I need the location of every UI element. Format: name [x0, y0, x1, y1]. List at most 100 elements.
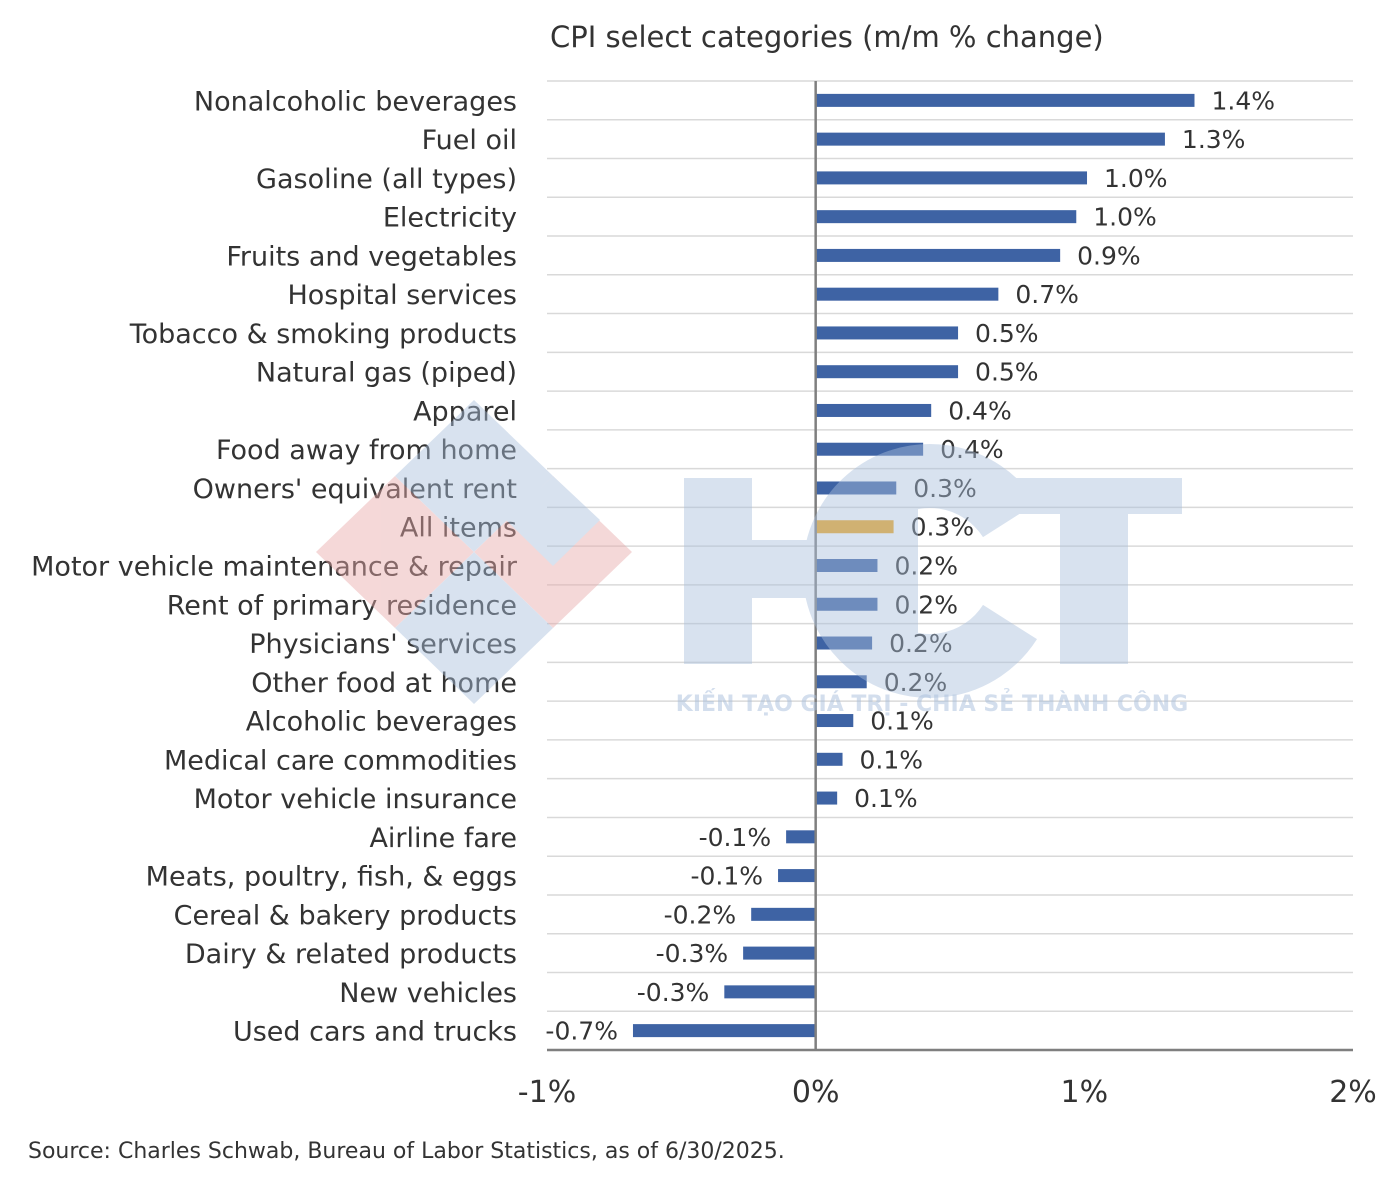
bar — [815, 326, 959, 340]
data-label: 0.5% — [975, 358, 1039, 387]
category-label: Motor vehicle insurance — [194, 784, 517, 815]
category-label: Meats, poultry, fish, & eggs — [146, 862, 517, 893]
watermark-letter-h-bar — [752, 540, 850, 598]
bar — [815, 636, 873, 650]
data-label: 0.3% — [913, 474, 977, 503]
watermark-letter-h-left — [684, 478, 752, 664]
watermark-red-diamond-left — [316, 476, 474, 628]
x-tick-label: 1% — [1061, 1075, 1109, 1110]
data-label: 0.9% — [1077, 241, 1141, 270]
bar — [815, 287, 999, 301]
category-label: Used cars and trucks — [233, 1017, 517, 1048]
category-label: Fuel oil — [422, 125, 517, 156]
x-tick-label: -1% — [518, 1075, 576, 1110]
bar — [786, 830, 816, 844]
watermark-letter-t-top — [1010, 478, 1182, 514]
category-label: Rent of primary residence — [167, 590, 517, 621]
data-label: -0.1% — [691, 862, 764, 891]
chart-title: CPI select categories (m/m % change) — [550, 20, 1104, 54]
data-label: 1.0% — [1093, 203, 1157, 232]
bar — [815, 675, 867, 689]
data-labels: 1.4% 1.3% 1.0% 1.0% 0.9% 0.7% 0.5% 0.5% 0.4% 0.4%… — [545, 86, 1275, 1045]
data-label: 0.2% — [884, 668, 948, 697]
hct-watermark-logo — [316, 400, 1182, 704]
bar — [815, 791, 838, 805]
bar — [724, 985, 816, 999]
data-label: 0.4% — [940, 435, 1004, 464]
bar — [743, 946, 816, 960]
data-label: -0.7% — [545, 1017, 618, 1046]
category-label: Medical care commodities — [164, 745, 517, 776]
category-label: Tobacco & smoking products — [129, 319, 517, 350]
data-label: 0.1% — [854, 784, 918, 813]
data-label: -0.1% — [699, 823, 772, 852]
watermark-tagline: KIẾN TẠO GIÁ TRỊ - CHIA SẺ THÀNH CÔNG — [676, 688, 1188, 717]
category-label: Other food at home — [251, 668, 517, 699]
data-label: 0.2% — [894, 590, 958, 619]
data-label: 0.7% — [1015, 280, 1079, 309]
bar — [815, 93, 1195, 107]
bar — [815, 442, 924, 456]
bar — [815, 365, 959, 379]
data-label: 1.4% — [1211, 86, 1275, 115]
watermark-blue-diamond-top — [395, 400, 553, 552]
x-tick-label: 2% — [1329, 1075, 1377, 1110]
data-label: 0.2% — [889, 629, 953, 658]
category-label: New vehicles — [339, 978, 517, 1009]
gridlines — [547, 80, 1353, 1012]
watermark-letter-h-right — [850, 478, 918, 664]
watermark-blue-diamond-right — [506, 476, 600, 566]
source-note: Source: Charles Schwab, Bureau of Labor … — [28, 1139, 785, 1164]
bar — [815, 520, 894, 534]
data-label: 0.5% — [975, 319, 1039, 348]
bar — [778, 869, 816, 883]
bar — [815, 403, 932, 417]
bar — [815, 714, 854, 728]
category-label: Apparel — [413, 396, 517, 427]
category-label: Physicians' services — [249, 629, 517, 660]
watermark-red-diamond-center — [474, 476, 632, 628]
watermark-blue-diamond-bottom — [395, 552, 553, 704]
data-label: -0.3% — [637, 978, 710, 1007]
bar — [815, 171, 1088, 185]
category-label: Natural gas (piped) — [256, 358, 517, 389]
bar — [815, 559, 878, 572]
data-label: 0.3% — [911, 513, 975, 542]
bar — [815, 132, 1165, 146]
category-label: Airline fare — [369, 823, 517, 854]
category-label: Motor vehicle maintenance & repair — [31, 552, 518, 583]
x-tick-label: 0% — [792, 1075, 840, 1110]
data-label: 0.4% — [948, 396, 1012, 425]
category-label: Nonalcoholic beverages — [194, 86, 517, 117]
data-label: -0.2% — [664, 900, 737, 929]
bar — [815, 752, 843, 766]
watermark-letter-c — [802, 444, 1037, 698]
data-label: 1.3% — [1182, 125, 1246, 154]
category-label: All items — [400, 513, 517, 544]
bar — [815, 481, 897, 495]
x-axis: -1% 0% 1% 2% — [518, 81, 1377, 1110]
category-label: Owners' equivalent rent — [193, 474, 517, 505]
watermark-letter-t-stem — [1060, 478, 1128, 664]
data-label: -0.3% — [656, 939, 729, 968]
category-label: Fruits and vegetables — [226, 241, 517, 272]
bar — [751, 907, 816, 921]
category-label: Gasoline (all types) — [256, 164, 517, 195]
category-labels: Nonalcoholic beverages Fuel oil Gasoline (… — [31, 86, 518, 1047]
data-label: 0.2% — [894, 552, 958, 581]
category-label: Hospital services — [287, 280, 517, 311]
bar — [815, 597, 878, 611]
data-label: 1.0% — [1104, 164, 1168, 193]
bars — [632, 93, 1195, 1038]
category-label: Dairy & related products — [185, 939, 517, 970]
category-label: Alcoholic beverages — [246, 707, 517, 738]
bar — [632, 1024, 816, 1038]
category-label: Electricity — [383, 203, 517, 234]
data-label: 0.1% — [860, 745, 924, 774]
bar — [815, 210, 1077, 224]
category-label: Food away from home — [216, 435, 517, 466]
category-label: Cereal & bakery products — [174, 900, 517, 931]
data-label: 0.1% — [870, 707, 934, 736]
bar — [815, 248, 1061, 262]
